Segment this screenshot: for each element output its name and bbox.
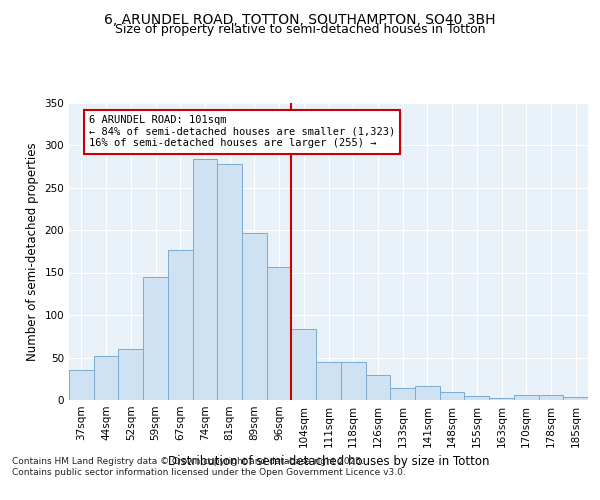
Bar: [514, 395, 539, 400]
Bar: [415, 386, 440, 400]
Bar: [193, 160, 217, 400]
Bar: [390, 388, 415, 400]
Bar: [267, 266, 292, 400]
Bar: [464, 396, 489, 400]
Bar: [292, 328, 316, 400]
Bar: [316, 362, 341, 400]
Text: 6, ARUNDEL ROAD, TOTTON, SOUTHAMPTON, SO40 3BH: 6, ARUNDEL ROAD, TOTTON, SOUTHAMPTON, SO…: [104, 12, 496, 26]
Bar: [539, 395, 563, 400]
Bar: [143, 277, 168, 400]
X-axis label: Distribution of semi-detached houses by size in Totton: Distribution of semi-detached houses by …: [168, 456, 489, 468]
Bar: [242, 234, 267, 400]
Bar: [118, 349, 143, 400]
Y-axis label: Number of semi-detached properties: Number of semi-detached properties: [26, 142, 39, 360]
Text: Size of property relative to semi-detached houses in Totton: Size of property relative to semi-detach…: [115, 24, 485, 36]
Bar: [69, 370, 94, 400]
Bar: [365, 374, 390, 400]
Text: Contains HM Land Registry data © Crown copyright and database right 2025.
Contai: Contains HM Land Registry data © Crown c…: [12, 458, 406, 477]
Bar: [563, 398, 588, 400]
Bar: [341, 362, 365, 400]
Text: 6 ARUNDEL ROAD: 101sqm
← 84% of semi-detached houses are smaller (1,323)
16% of : 6 ARUNDEL ROAD: 101sqm ← 84% of semi-det…: [89, 116, 395, 148]
Bar: [217, 164, 242, 400]
Bar: [168, 250, 193, 400]
Bar: [94, 356, 118, 400]
Bar: [440, 392, 464, 400]
Bar: [489, 398, 514, 400]
